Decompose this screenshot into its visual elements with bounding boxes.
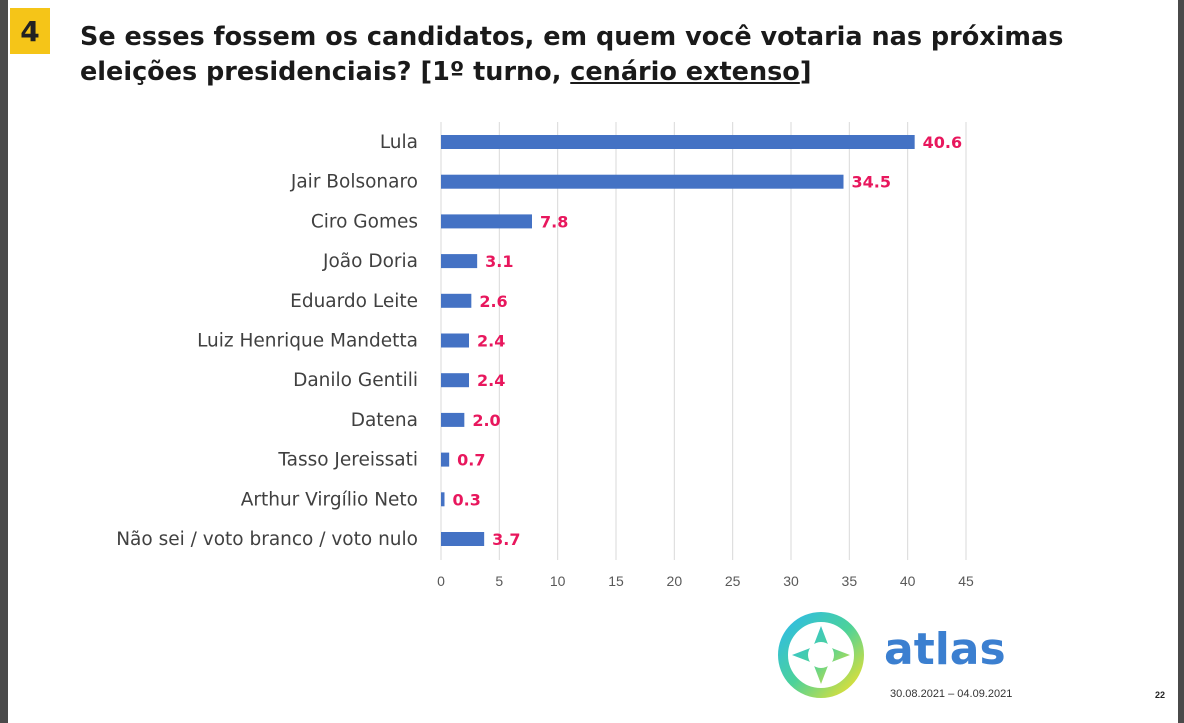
value-label: 0.3 bbox=[453, 490, 481, 509]
category-label: Luiz Henrique Mandetta bbox=[197, 331, 418, 352]
x-tick-label: 45 bbox=[958, 573, 974, 589]
value-label: 2.0 bbox=[472, 411, 500, 430]
slide-number-badge: 4 bbox=[10, 8, 50, 54]
bar bbox=[441, 373, 469, 388]
x-tick-label: 30 bbox=[783, 573, 799, 589]
category-label: Eduardo Leite bbox=[290, 291, 418, 312]
bar bbox=[441, 452, 450, 467]
bar bbox=[441, 174, 844, 189]
category-label: Ciro Gomes bbox=[311, 211, 418, 232]
x-tick-label: 35 bbox=[842, 573, 858, 589]
page-number: 22 bbox=[1155, 690, 1166, 700]
value-label: 7.8 bbox=[540, 212, 568, 231]
bar bbox=[441, 135, 915, 149]
bar bbox=[441, 254, 478, 269]
x-tick-label: 15 bbox=[608, 573, 624, 589]
category-label: Danilo Gentili bbox=[293, 370, 418, 391]
bar bbox=[441, 412, 465, 427]
title-closing: ] bbox=[799, 57, 812, 87]
left-edge-bar bbox=[0, 0, 8, 723]
value-label: 2.4 bbox=[477, 332, 505, 351]
atlas-logo-icon bbox=[778, 612, 864, 698]
bar bbox=[441, 492, 445, 507]
value-label: 2.4 bbox=[477, 371, 505, 390]
value-label: 40.6 bbox=[923, 133, 962, 152]
category-label: Lula bbox=[380, 132, 418, 153]
x-tick-label: 0 bbox=[437, 573, 445, 589]
value-label: 34.5 bbox=[852, 173, 891, 192]
x-tick-label: 10 bbox=[550, 573, 566, 589]
x-tick-label: 20 bbox=[667, 573, 683, 589]
chart-title: Se esses fossem os candidatos, em quem v… bbox=[80, 20, 1130, 90]
x-tick-label: 5 bbox=[495, 573, 503, 589]
bar-chart: 0 5 10 15 20 25 30 35 40 45 Lula 40.6 Jair Bolsonaro… bbox=[116, 122, 974, 589]
value-label: 3.1 bbox=[485, 252, 513, 271]
category-label: Jair Bolsonaro bbox=[290, 172, 418, 193]
survey-dates: 30.08.2021 – 04.09.2021 bbox=[890, 688, 1013, 700]
category-label: Não sei / voto branco / voto nulo bbox=[116, 529, 418, 550]
bar bbox=[441, 214, 532, 229]
x-tick-label: 40 bbox=[900, 573, 916, 589]
bar bbox=[441, 293, 472, 308]
value-label: 2.6 bbox=[479, 292, 507, 311]
bar bbox=[441, 532, 485, 546]
value-label: 3.7 bbox=[492, 530, 520, 549]
right-edge-bar bbox=[1178, 0, 1184, 723]
x-tick-label: 25 bbox=[725, 573, 741, 589]
category-label: Datena bbox=[351, 410, 418, 431]
bar bbox=[441, 333, 469, 348]
title-main: Se esses fossem os candidatos, em quem v… bbox=[80, 22, 1064, 87]
category-label: João Doria bbox=[322, 251, 418, 272]
category-label: Arthur Virgílio Neto bbox=[241, 489, 418, 510]
brand-name: atlas bbox=[884, 624, 1006, 675]
category-label: Tasso Jereissati bbox=[277, 450, 418, 471]
value-label: 0.7 bbox=[457, 451, 485, 470]
title-underlined: cenário extenso bbox=[570, 57, 800, 87]
